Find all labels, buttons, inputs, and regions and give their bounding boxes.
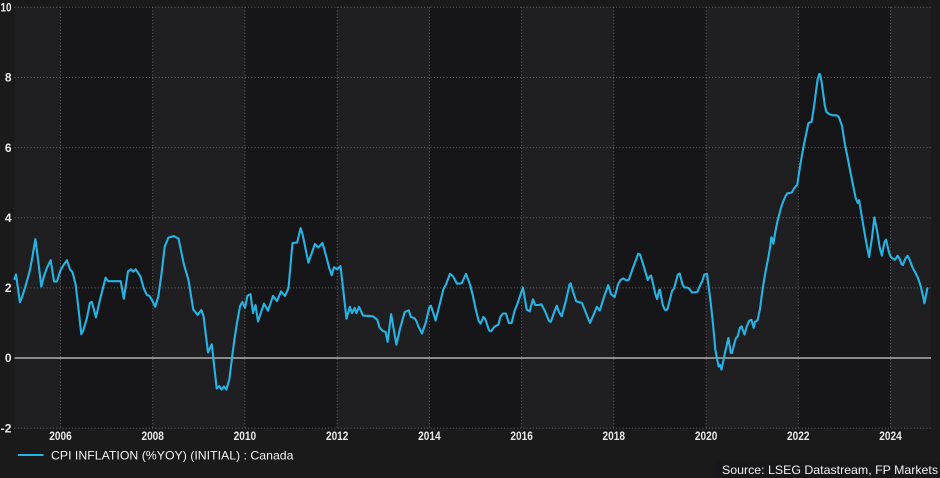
svg-text:6: 6 (5, 141, 12, 155)
svg-text:4: 4 (5, 211, 12, 225)
svg-text:2016: 2016 (510, 429, 533, 443)
svg-text:2018: 2018 (603, 429, 626, 443)
svg-text:2008: 2008 (141, 429, 164, 443)
svg-text:Source: LSEG Datastream, FP Ma: Source: LSEG Datastream, FP Markets (722, 463, 938, 477)
svg-text:CPI INFLATION (%YOY) (INITIAL): CPI INFLATION (%YOY) (INITIAL) : Canada (51, 449, 294, 463)
svg-text:-2: -2 (1, 421, 12, 435)
svg-text:2010: 2010 (234, 429, 257, 443)
svg-text:0: 0 (5, 351, 12, 365)
svg-text:2014: 2014 (418, 429, 441, 443)
svg-text:2024: 2024 (879, 429, 902, 443)
svg-text:2020: 2020 (695, 429, 718, 443)
svg-text:2: 2 (5, 281, 12, 295)
svg-text:2012: 2012 (326, 429, 349, 443)
svg-text:8: 8 (5, 71, 12, 85)
svg-text:10: 10 (1, 1, 12, 15)
svg-text:2022: 2022 (787, 429, 810, 443)
svg-text:2006: 2006 (49, 429, 72, 443)
